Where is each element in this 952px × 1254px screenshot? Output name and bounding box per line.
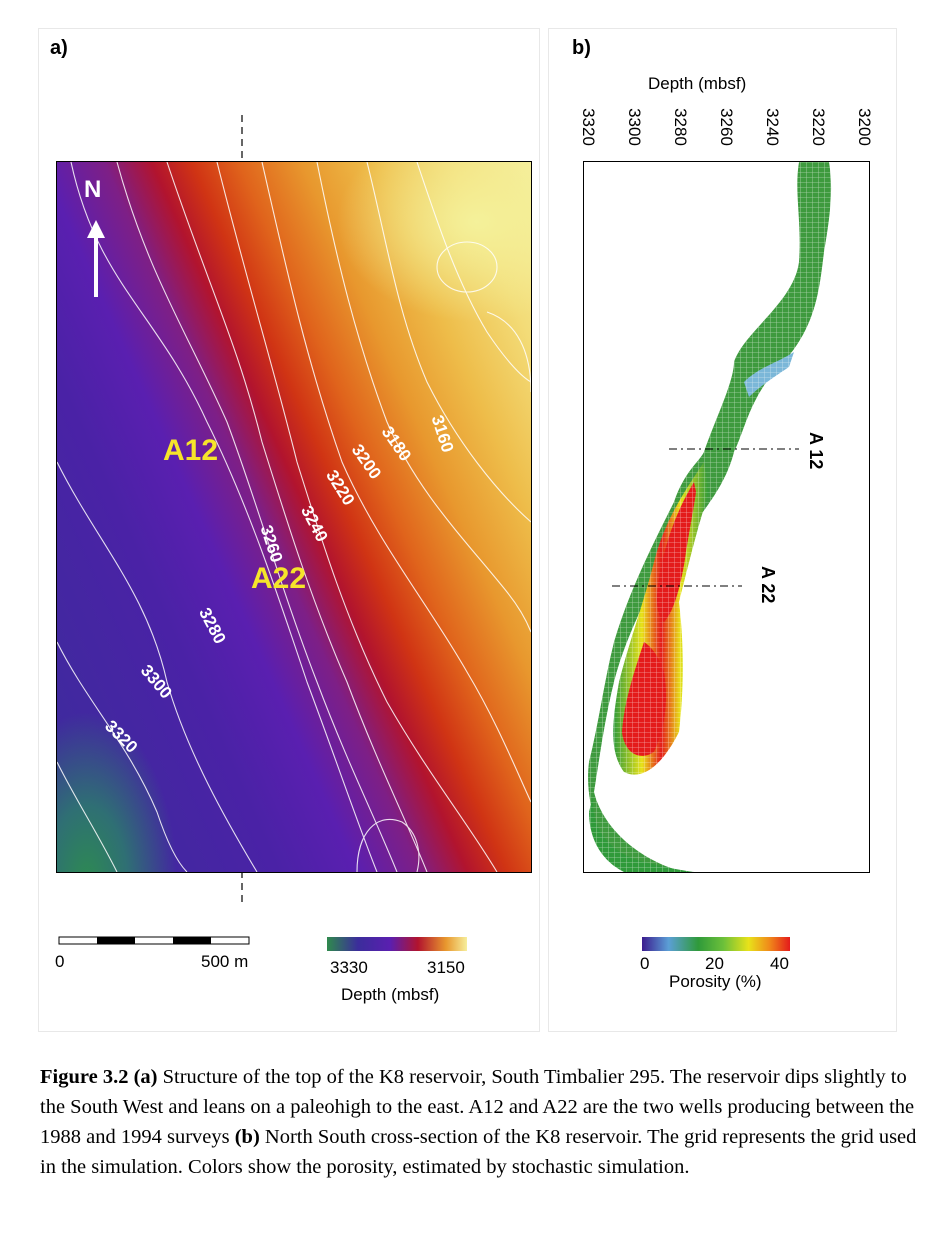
caption-figure-label: Figure 3.2 (40, 1066, 129, 1088)
well-label-a12: A12 (163, 434, 219, 467)
porosity-colorbar-0: 0 (640, 954, 650, 973)
depth-tick-3320: 3320 (578, 108, 598, 146)
porosity-section (584, 162, 869, 872)
depth-axis-title: Depth (mbsf) (648, 74, 747, 93)
contour-lines (57, 162, 531, 872)
north-label: N (84, 176, 102, 203)
scale-bar-end: 500 m (201, 952, 249, 971)
scale-bar (58, 936, 250, 945)
depth-tick-3260: 3260 (716, 108, 736, 146)
well-label-a22: A22 (251, 562, 307, 595)
depth-tick-3300: 3300 (624, 108, 644, 146)
scale-bar-start: 0 (55, 952, 65, 971)
panel-a-label: a) (50, 37, 68, 59)
porosity-colorbar-40: 40 (770, 954, 789, 973)
caption-text-b: North South cross-section of the K8 rese… (40, 1126, 917, 1178)
cross-section (583, 161, 870, 873)
depth-colorbar-max: 3150 (427, 958, 465, 977)
well-tag-a22: A 22 (758, 566, 778, 604)
panel-b-label: b) (572, 37, 591, 59)
porosity-colorbar (642, 937, 790, 951)
porosity-colorbar-title: Porosity (%) (669, 972, 762, 991)
depth-tick-3200: 3200 (854, 108, 874, 146)
depth-colorbar-title: Depth (mbsf) (341, 985, 440, 1004)
depth-colorbar (327, 937, 467, 951)
depth-colorbar-min: 3330 (330, 958, 368, 977)
figure-caption: Figure 3.2 (a) Structure of the top of t… (40, 1062, 920, 1182)
porosity-colorbar-20: 20 (705, 954, 724, 973)
caption-text-a: Structure of the top of the K8 reservoir… (40, 1066, 915, 1148)
section-grid (584, 162, 869, 872)
depth-tick-3280: 3280 (670, 108, 690, 146)
caption-b-tag: (b) (234, 1126, 260, 1148)
north-arrow (87, 220, 105, 297)
structure-map: N A12 A22 3160 3180 3200 3220 3240 3260 … (56, 161, 532, 873)
depth-tick-3220: 3220 (808, 108, 828, 146)
depth-tick-3240: 3240 (762, 108, 782, 146)
well-tag-a12: A 12 (806, 432, 826, 470)
caption-a-tag: (a) (133, 1066, 158, 1088)
